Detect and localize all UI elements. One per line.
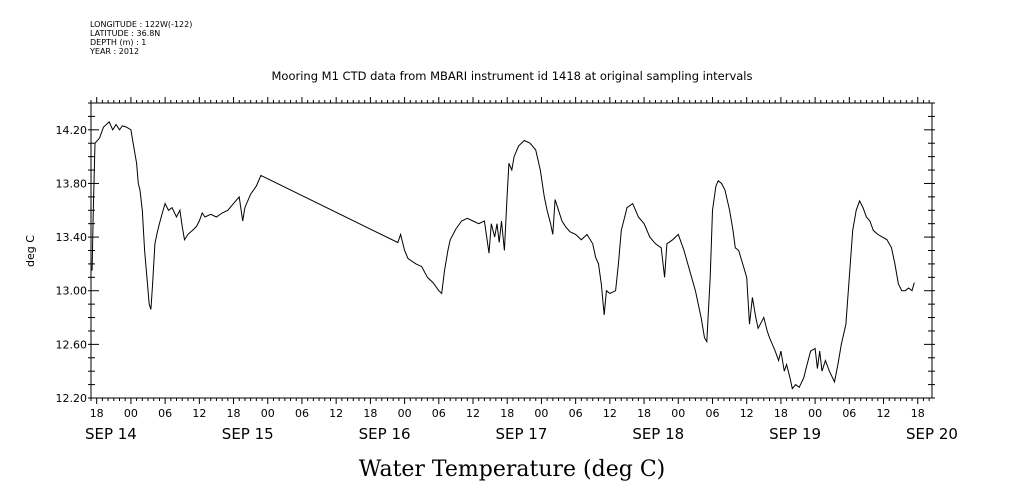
- x-hour-tick-label: 12: [329, 407, 343, 420]
- x-hour-tick-label: 00: [124, 407, 138, 420]
- x-date-label: SEP 14: [85, 425, 137, 443]
- x-hour-tick-label: 00: [808, 407, 822, 420]
- x-hour-tick-label: 06: [432, 407, 446, 420]
- x-hour-tick-label: 18: [637, 407, 651, 420]
- y-tick-label: 13.40: [56, 231, 88, 244]
- y-axis-label: deg C: [24, 235, 37, 267]
- date-labels: SEP 14 SEP 15 SEP 16 SEP 17 SEP 18 SEP 19 SEP …: [85, 425, 958, 443]
- x-hour-tick-label: 00: [398, 407, 412, 420]
- x-axis-title: Water Temperature (deg C): [359, 457, 666, 482]
- x-hour-tick-label: 12: [877, 407, 891, 420]
- x-date-label: SEP 20: [906, 425, 958, 443]
- longitude-text: LONGITUDE : 122W(-122): [90, 20, 193, 29]
- x-tick-labels: 18 00 06 12 18 00 06 12 18 00 06 12 18 00 06 12 18 00 06 12…: [90, 407, 925, 420]
- y-tick-labels: 12.20 12.60 13.00 13.40 13.80 14.20: [56, 124, 88, 405]
- x-hour-tick-label: 00: [671, 407, 685, 420]
- x-hour-tick-label: 12: [603, 407, 617, 420]
- x-date-label: SEP 15: [222, 425, 274, 443]
- x-date-label: SEP 18: [632, 425, 684, 443]
- x-hour-tick-label: 00: [534, 407, 548, 420]
- chart-title: Mooring M1 CTD data from MBARI instrumen…: [272, 69, 753, 83]
- plot-frame: [90, 102, 933, 399]
- temperature-line: [91, 120, 915, 390]
- x-hour-tick-label: 18: [911, 407, 925, 420]
- y-tick-label: 13.80: [56, 177, 88, 190]
- x-date-label: SEP 17: [495, 425, 547, 443]
- x-hour-tick-label: 06: [705, 407, 719, 420]
- latitude-text: LATITUDE : 36.8N: [90, 29, 161, 38]
- y-tick-label: 14.20: [56, 124, 88, 137]
- x-hour-tick-label: 18: [500, 407, 514, 420]
- x-hour-tick-label: 06: [295, 407, 309, 420]
- x-hour-tick-label: 12: [466, 407, 480, 420]
- x-date-label: SEP 16: [359, 425, 411, 443]
- x-hour-tick-label: 06: [569, 407, 583, 420]
- y-tick-label: 12.60: [56, 338, 88, 351]
- tick-marks: [88, 97, 935, 404]
- x-hour-tick-label: 12: [192, 407, 206, 420]
- x-hour-tick-label: 18: [363, 407, 377, 420]
- x-hour-tick-label: 00: [261, 407, 275, 420]
- x-hour-tick-label: 18: [227, 407, 241, 420]
- x-hour-tick-label: 18: [774, 407, 788, 420]
- x-hour-tick-label: 06: [158, 407, 172, 420]
- year-text: YEAR : 2012: [90, 47, 140, 56]
- y-tick-label: 13.00: [56, 285, 88, 298]
- y-tick-label: 12.20: [56, 392, 88, 405]
- x-date-label: SEP 19: [769, 425, 821, 443]
- depth-text: DEPTH (m) : 1: [90, 38, 147, 47]
- x-hour-tick-label: 18: [90, 407, 104, 420]
- x-hour-tick-label: 12: [740, 407, 754, 420]
- x-hour-tick-label: 06: [842, 407, 856, 420]
- metadata-block: LONGITUDE : 122W(-122) LATITUDE : 36.8N …: [90, 20, 192, 56]
